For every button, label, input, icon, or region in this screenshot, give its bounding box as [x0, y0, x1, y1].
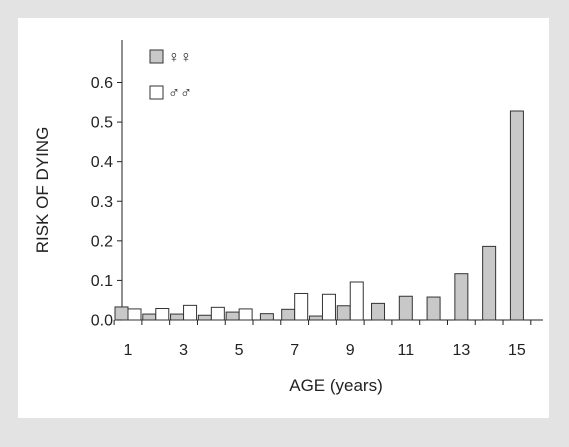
- bar-males: [349, 281, 364, 321]
- x-tick-label: 1: [124, 342, 133, 359]
- y-tick-label: 0.3: [91, 194, 113, 211]
- bar-females: [371, 302, 386, 321]
- bar-females: [509, 110, 524, 321]
- bar-males: [127, 308, 142, 321]
- bar-females: [336, 305, 351, 321]
- legend-swatch: [149, 85, 164, 100]
- x-tick-label: 13: [452, 342, 470, 359]
- x-tick-label: 5: [235, 342, 244, 359]
- bar-males: [238, 308, 253, 321]
- x-tick-label: 3: [179, 342, 188, 359]
- bar-males: [210, 306, 225, 321]
- y-tick-label: 0.2: [91, 233, 113, 250]
- legend-swatch: [149, 49, 164, 64]
- x-tick-label: 15: [508, 342, 526, 359]
- x-tick-label: 7: [290, 342, 299, 359]
- chart-frame: 0.0 0.1 0.2 0.3 0.4 0.5 0.6 1 3 5 7 9 11 13 15 ♀♀ ♂♂ RI…: [18, 18, 549, 418]
- x-tick-label: 9: [346, 342, 355, 359]
- x-tick-label: 11: [397, 342, 414, 359]
- bar-females: [114, 306, 129, 321]
- y-tick-label: 0.5: [91, 115, 113, 132]
- legend: ♀♀ ♂♂: [149, 49, 192, 102]
- bar-chart: 0.00.10.20.30.40.50.61 3 5 7 9 11 13 15 ♀♀♂♂ RI…: [33, 40, 543, 395]
- bars: [114, 110, 524, 321]
- bar-females: [142, 313, 157, 321]
- bar-females: [259, 313, 274, 321]
- bar-females: [281, 308, 296, 321]
- bar-females: [398, 295, 413, 321]
- bar-males: [183, 304, 198, 321]
- bar-males: [294, 292, 309, 321]
- x-axis-label: AGE (years): [289, 376, 383, 395]
- y-tick-label: 0.4: [91, 154, 113, 171]
- bar-females: [197, 314, 212, 321]
- bar-females: [454, 273, 469, 321]
- bar-females: [225, 311, 240, 321]
- y-axis-label: RISK OF DYING: [33, 127, 52, 254]
- legend-label: ♀♀: [168, 49, 192, 66]
- y-tick-label: 0.1: [91, 273, 113, 290]
- legend-label: ♂♂: [168, 85, 192, 102]
- y-tick-label: 0.0: [91, 313, 113, 330]
- bar-females: [426, 296, 441, 321]
- axes: [121, 40, 543, 321]
- bar-females: [170, 313, 185, 321]
- ticks: 0.00.10.20.30.40.50.61 3 5 7 9 11 13 15: [91, 75, 532, 359]
- bar-females: [308, 315, 323, 321]
- bar-females: [482, 245, 497, 321]
- y-tick-label: 0.6: [91, 75, 113, 92]
- bar-males: [155, 308, 170, 321]
- bar-males: [321, 293, 336, 321]
